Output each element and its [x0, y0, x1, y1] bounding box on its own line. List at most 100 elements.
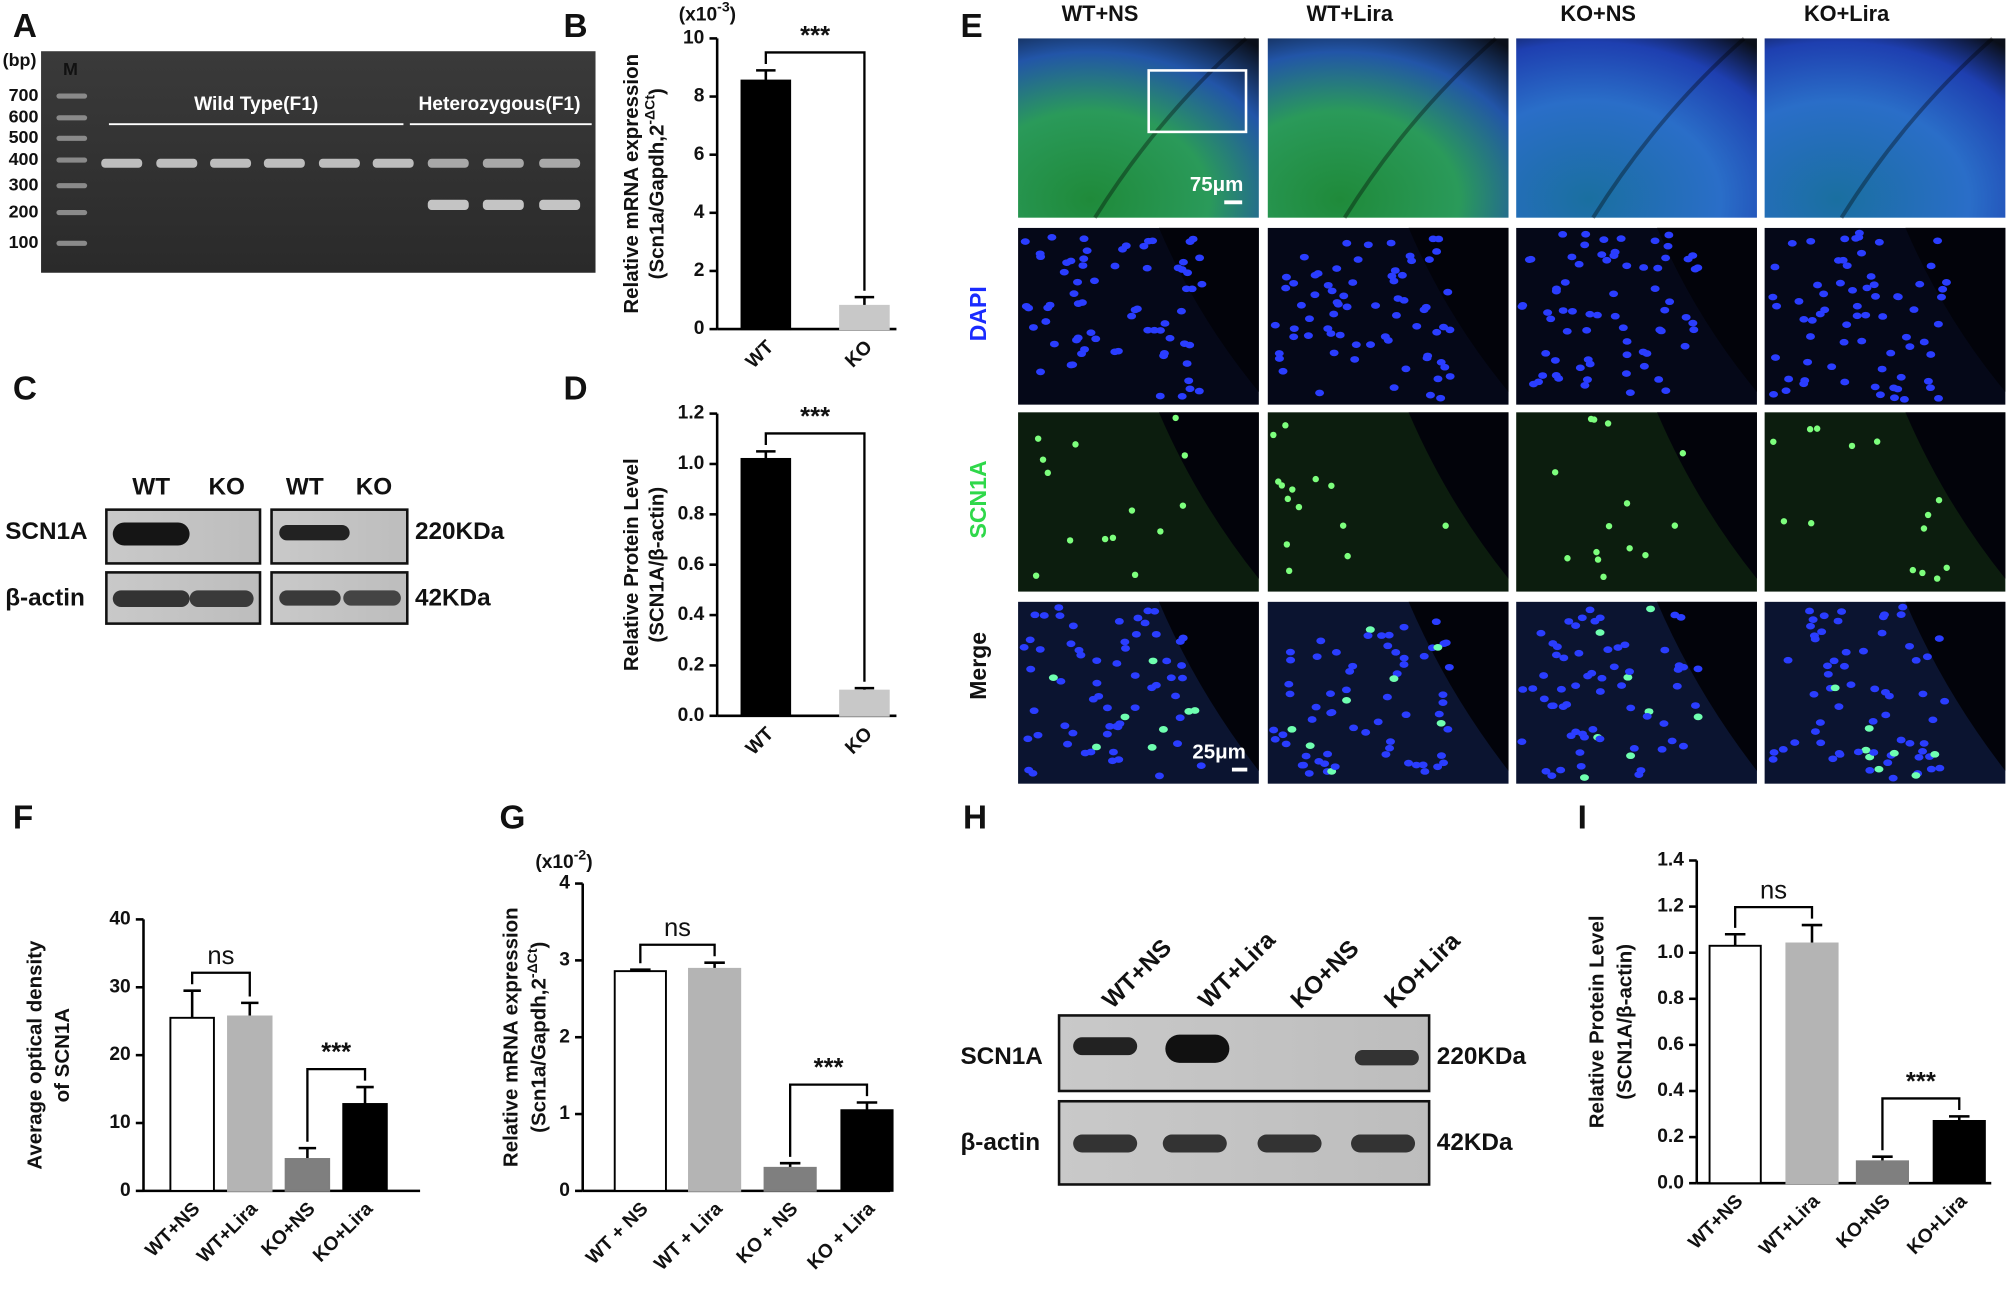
ladder-band — [56, 93, 88, 99]
cell — [1373, 718, 1383, 726]
cell — [1160, 320, 1170, 327]
cell — [1877, 629, 1887, 637]
cell — [1432, 328, 1442, 336]
gel-size-label: 600 — [9, 107, 39, 127]
cell — [1541, 767, 1551, 775]
cell — [1411, 761, 1421, 769]
cell — [1151, 681, 1161, 689]
cell — [1543, 309, 1553, 316]
cell — [1079, 255, 1089, 263]
x-tick-label: WT + Lira — [651, 1198, 728, 1275]
cell — [1418, 761, 1428, 769]
bar — [840, 1109, 894, 1192]
cell — [1445, 373, 1455, 380]
cell — [1175, 714, 1185, 722]
cell — [1546, 315, 1556, 323]
cell — [1433, 375, 1443, 383]
cell — [1823, 670, 1833, 678]
cell — [1329, 310, 1339, 318]
cell — [1909, 566, 1917, 574]
y-tick-label: 4 — [694, 202, 705, 223]
cell — [1054, 604, 1064, 611]
cell — [1639, 264, 1649, 271]
cell — [1653, 264, 1663, 272]
cell — [1623, 500, 1631, 507]
cell — [1177, 662, 1187, 669]
cell — [1285, 567, 1293, 575]
cell — [1933, 575, 1941, 582]
cell — [1806, 426, 1814, 433]
cell — [1023, 735, 1033, 743]
y-tick-label: 30 — [109, 976, 130, 997]
cell — [1620, 641, 1630, 649]
cell — [1431, 618, 1441, 626]
cell — [1926, 351, 1936, 358]
cell — [1425, 391, 1435, 399]
cell — [1351, 341, 1361, 349]
cell — [1311, 703, 1321, 711]
cell — [1770, 438, 1777, 445]
cell — [1348, 662, 1358, 670]
cell — [1622, 262, 1632, 270]
cell — [1864, 725, 1874, 732]
cell — [1147, 744, 1157, 751]
cell — [1667, 737, 1677, 745]
cell — [1577, 614, 1587, 622]
cell — [1861, 311, 1871, 319]
column-header: KO+NS — [1560, 1, 1636, 26]
cell — [1689, 326, 1699, 334]
cell — [1133, 614, 1143, 622]
cell — [1517, 738, 1527, 746]
cell — [1432, 248, 1442, 255]
cell — [1335, 331, 1345, 339]
ladder-band — [56, 115, 88, 121]
cell — [1420, 768, 1430, 775]
lane-label: KO+Lira — [1379, 927, 1466, 1014]
cell — [1296, 301, 1306, 309]
cell — [1180, 340, 1189, 347]
significance-bracket — [764, 51, 866, 291]
cell — [1439, 759, 1449, 767]
cell — [1185, 238, 1195, 245]
cell — [1871, 293, 1880, 300]
cell — [1381, 751, 1391, 758]
cell — [1808, 616, 1818, 623]
cell — [1854, 233, 1864, 241]
y-tick-label: 0.4 — [678, 604, 705, 625]
cell — [1839, 338, 1849, 346]
row-label: β-actin — [5, 585, 85, 612]
tissue-edge — [1408, 412, 1509, 579]
y-tick-label: 0 — [120, 1180, 131, 1201]
cell — [1026, 665, 1036, 673]
cell — [1622, 338, 1632, 345]
cell — [1911, 772, 1921, 779]
cell — [1567, 307, 1577, 315]
cell — [1526, 255, 1536, 263]
cell — [1177, 674, 1187, 682]
cell — [1190, 707, 1200, 714]
cell — [1587, 669, 1597, 677]
cell — [1638, 348, 1648, 356]
text-part: (Scn1a/Gapdh,2 — [646, 125, 669, 280]
cell — [1068, 361, 1078, 369]
cell — [1150, 607, 1160, 615]
cell — [1171, 692, 1181, 700]
y-tick-label: 10 — [109, 1112, 130, 1133]
bar — [839, 689, 890, 717]
cell — [1869, 281, 1879, 289]
x-tick-label: KO + Lira — [804, 1198, 880, 1274]
lane-label: KO — [356, 473, 392, 500]
y-axis-label: (SCN1A/β-actin) — [1614, 944, 1637, 1100]
significance-bracket — [306, 1067, 367, 1142]
bar — [740, 457, 792, 717]
cell — [1661, 254, 1671, 262]
cell — [1595, 629, 1605, 636]
cell — [1552, 285, 1561, 293]
cell — [1068, 729, 1078, 737]
micrograph — [1516, 38, 1757, 218]
cell — [1834, 749, 1844, 757]
cell — [1853, 748, 1863, 756]
cell — [1281, 284, 1291, 292]
bar — [740, 79, 792, 331]
cell — [1609, 252, 1619, 259]
